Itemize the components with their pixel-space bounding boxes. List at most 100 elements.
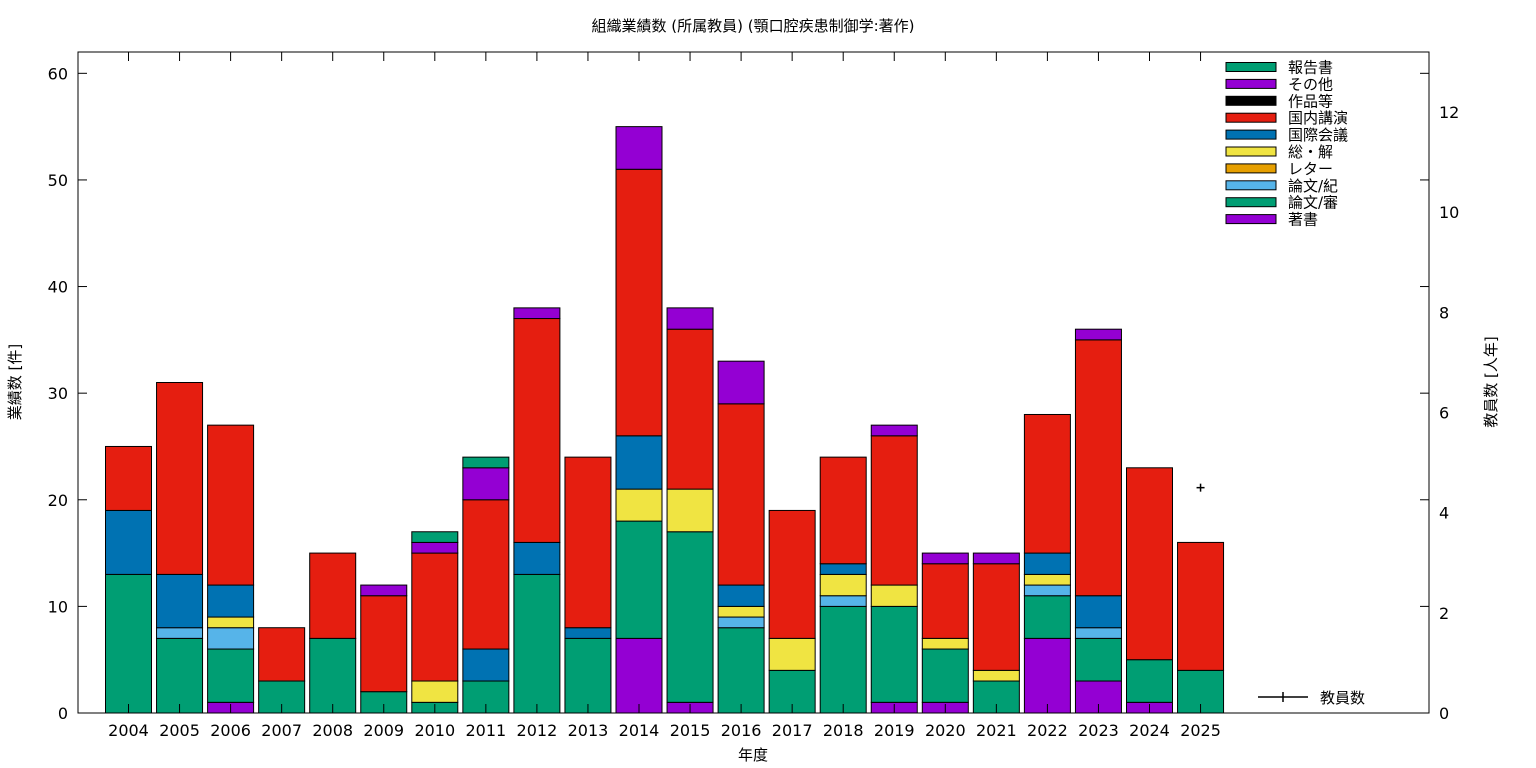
- bar-segment-2005-5: [156, 573, 204, 629]
- bar-segment-2022-6: [1023, 413, 1071, 554]
- bar-segment-2011-8: [462, 467, 510, 501]
- x-tick-label: 2013: [568, 721, 609, 740]
- bar-segment-2018-6: [819, 456, 867, 565]
- x-tick-label: 2018: [823, 721, 864, 740]
- y2-tick-label: 12: [1439, 103, 1459, 122]
- bar-segment-2012-8: [513, 307, 561, 320]
- bar-segment-2012-6: [513, 318, 561, 543]
- bar-segment-2021-8: [972, 552, 1020, 565]
- bar-segment-2006-5: [207, 584, 255, 618]
- x-tick-label: 2006: [210, 721, 251, 740]
- legend-label: 作品等: [1288, 92, 1333, 110]
- x-tick-label: 2004: [108, 721, 149, 740]
- x-tick-label: 2022: [1027, 721, 1068, 740]
- bar-segment-2004-5: [105, 509, 152, 575]
- bar-segment-2020-1: [921, 648, 969, 703]
- bar-segment-2023-2: [1074, 627, 1122, 639]
- legend-swatch: [1225, 146, 1277, 157]
- bar-segment-2018-2: [819, 595, 867, 607]
- bar-segment-2021-6: [972, 563, 1020, 671]
- legend-swatch: [1225, 180, 1277, 191]
- bar-segment-2020-8: [921, 552, 969, 565]
- y2-tick-label: 0: [1439, 704, 1449, 723]
- axes-layer: 0 10 20 30 40 50 60 0 2 4 6 8 10 12 2004 2005 2006 2007 20…: [48, 52, 1459, 740]
- x-tick-label: 2007: [261, 721, 302, 740]
- x-tick-label: 2005: [159, 721, 200, 740]
- bar-segment-2014-8: [615, 126, 663, 170]
- legend-label: 著書: [1288, 211, 1318, 229]
- bar-segment-2016-1: [717, 627, 765, 714]
- bar-segment-2014-0: [615, 637, 663, 714]
- bar-segment-2023-6: [1074, 339, 1122, 597]
- plot-frame: [77, 51, 1430, 714]
- y-axis-label: 業績数 [件]: [6, 344, 24, 420]
- bar-segment-2019-4: [870, 584, 918, 607]
- bar-segment-2011-9: [462, 456, 510, 469]
- bar-segment-2014-1: [615, 520, 663, 639]
- y-tick-label: 30: [48, 384, 68, 403]
- legend-swatch: [1225, 214, 1277, 225]
- x-tick-label: 2025: [1180, 721, 1221, 740]
- x-tick-label: 2023: [1078, 721, 1119, 740]
- bar-segment-2015-1: [666, 531, 714, 703]
- x-tick-label: 2021: [976, 721, 1017, 740]
- legend-label: 国内講演: [1288, 109, 1348, 127]
- bar-segment-2013-5: [564, 627, 612, 639]
- bar-segment-2018-1: [819, 605, 867, 714]
- y-tick-label: 60: [48, 64, 68, 83]
- bar-segment-2010-9: [411, 531, 459, 543]
- bar-segment-2020-6: [921, 563, 969, 639]
- legend-swatch: [1225, 129, 1277, 140]
- bar-segment-2023-8: [1074, 328, 1122, 341]
- bar-segment-2004-6: [105, 445, 152, 511]
- bar-segment-2016-8: [717, 360, 765, 405]
- bar-segment-2023-5: [1074, 595, 1122, 629]
- legend-swatch: [1225, 95, 1277, 106]
- legend-swatch: [1225, 197, 1277, 208]
- bar-segment-2021-4: [972, 669, 1020, 682]
- bar-segment-2016-2: [717, 616, 765, 629]
- bar-segment-2018-4: [819, 573, 867, 597]
- bar-segment-2006-2: [207, 627, 255, 650]
- y-tick-label: 50: [48, 171, 68, 190]
- y2-tick-label: 8: [1439, 303, 1449, 322]
- x-tick-label: 2017: [772, 721, 813, 740]
- bar-segment-2008-6: [309, 552, 357, 639]
- bar-segment-2014-5: [615, 435, 663, 490]
- bar-segment-2014-4: [615, 488, 663, 522]
- legend-swatch: [1225, 78, 1277, 89]
- legend-label: 報告書: [1288, 59, 1333, 77]
- x-tick-label: 2015: [670, 721, 711, 740]
- line-legend-label: 教員数: [1320, 689, 1365, 707]
- bar-segment-2016-4: [717, 605, 765, 618]
- bar-segment-2017-6: [768, 509, 816, 639]
- bar-segment-2006-6: [207, 424, 255, 586]
- bar-segment-2010-8: [411, 541, 459, 554]
- x-tick-label: 2019: [874, 721, 915, 740]
- bar-segment-2009-8: [360, 584, 408, 597]
- bar-segment-2011-6: [462, 499, 510, 650]
- bar-segment-2009-6: [360, 595, 408, 693]
- x-tick-label: 2014: [619, 721, 660, 740]
- x-axis-label: 年度: [738, 746, 768, 764]
- bar-segment-2006-4: [207, 616, 255, 629]
- y-tick-label: 0: [58, 704, 68, 723]
- x-tick-label: 2008: [312, 721, 353, 740]
- y-tick-label: 40: [48, 278, 68, 297]
- legend-swatch: [1225, 112, 1277, 123]
- bar-segment-2008-1: [309, 637, 357, 714]
- bar-segment-2015-8: [666, 307, 714, 330]
- y2-tick-label: 4: [1439, 504, 1449, 523]
- bar-segment-2013-6: [564, 456, 612, 629]
- bar-segment-2022-0: [1023, 637, 1071, 714]
- bar-segment-2012-5: [513, 541, 561, 575]
- x-tick-label: 2012: [517, 721, 558, 740]
- bar-segment-2004-1: [105, 573, 152, 714]
- x-tick-label: 2016: [721, 721, 762, 740]
- y2-tick-label: 2: [1439, 604, 1449, 623]
- bar-segment-2024-6: [1126, 467, 1173, 661]
- bars-layer: [105, 126, 1225, 714]
- legend-swatch: [1225, 163, 1277, 174]
